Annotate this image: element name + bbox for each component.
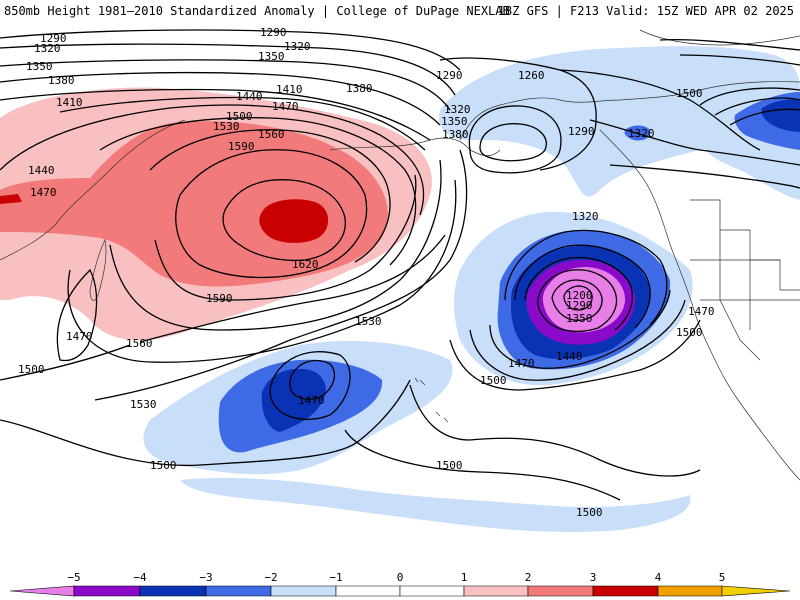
contour-label: 1290 — [436, 69, 463, 82]
legend-swatch — [399, 585, 465, 597]
contour-label: 1470 — [688, 305, 715, 318]
contour-label: 1500 — [676, 87, 703, 100]
legend-tick: 1 — [461, 571, 468, 584]
anomaly-map: 1290 1320 1350 1380 1410 1440 1470 1290 … — [0, 22, 800, 570]
legend-tick: 3 — [590, 571, 597, 584]
model-run-label: 18Z GFS | F213 Valid: 15Z WED APR 02 202… — [497, 4, 794, 18]
contour-label: 1500 — [436, 459, 463, 472]
contour-label: 1320 — [444, 103, 471, 116]
contour-label: 1290 — [260, 26, 287, 39]
legend-swatch — [205, 585, 272, 597]
contour-label: 1470 — [298, 394, 325, 407]
map-title: 850mb Height 1981–2010 Standardized Anom… — [4, 4, 510, 18]
contour-label: 1440 — [28, 164, 55, 177]
contour-label: 1320 — [284, 40, 311, 53]
contour-label: 1500 — [676, 326, 703, 339]
contour-label: 1500 — [150, 459, 177, 472]
contour-label: 1350 — [566, 312, 593, 325]
contour-label: 1470 — [508, 357, 535, 370]
contour-label: 1290 — [568, 125, 595, 138]
contour-label: 1380 — [442, 128, 469, 141]
contour-label: 1530 — [355, 315, 382, 328]
contour-label: 1260 — [518, 69, 545, 82]
contour-label: 1500 — [226, 110, 253, 123]
contour-label: 1500 — [18, 363, 45, 376]
contour-label: 1500 — [480, 374, 507, 387]
contour-label: 1560 — [126, 337, 153, 350]
header: 850mb Height 1981–2010 Standardized Anom… — [0, 0, 800, 22]
contour-label: 1320 — [34, 42, 61, 55]
contour-label: 1350 — [26, 60, 53, 73]
contour-labels: 1290 1320 1350 1380 1410 1440 1470 1290 … — [18, 26, 715, 519]
contour-label: 1290 — [566, 299, 593, 312]
legend-tick: 5 — [719, 571, 726, 584]
legend-tick: −1 — [329, 571, 342, 584]
legend-tick-labels: −5 −4 −3 −2 −1 0 1 2 3 4 5 — [67, 571, 725, 584]
legend-swatch — [73, 585, 141, 597]
contour-label: 1410 — [276, 83, 303, 96]
contour-label: 1380 — [346, 82, 373, 95]
contour-label: 1440 — [556, 350, 583, 363]
legend-tick: −5 — [67, 571, 80, 584]
contour-label: 1320 — [628, 127, 655, 140]
contour-label: 1350 — [441, 115, 468, 128]
contour-label: 1320 — [572, 210, 599, 223]
contour-label: 1440 — [236, 90, 263, 103]
contour-label: 1350 — [258, 50, 285, 63]
contour-label: 1470 — [66, 330, 93, 343]
contour-label: 1560 — [258, 128, 285, 141]
height-contours — [0, 29, 800, 501]
legend-swatch — [463, 585, 529, 597]
legend-swatch — [527, 585, 594, 597]
legend-tick: 0 — [397, 571, 404, 584]
legend-tick: −4 — [133, 571, 147, 584]
contour-label: 1620 — [292, 258, 319, 271]
contour-label: 1470 — [272, 100, 299, 113]
contour-label: 1500 — [576, 506, 603, 519]
legend-tick: 4 — [655, 571, 662, 584]
legend-tick: 2 — [525, 571, 532, 584]
legend-color-bar — [9, 585, 791, 597]
legend-tick: −2 — [264, 571, 277, 584]
contour-label: 1410 — [56, 96, 83, 109]
legend-swatch — [657, 585, 723, 597]
contour-label: 1470 — [30, 186, 57, 199]
legend-swatch — [9, 585, 75, 597]
legend-swatch — [139, 585, 207, 597]
contour-label: 1590 — [228, 140, 255, 153]
contour-label: 1290 — [40, 32, 67, 45]
contour-label: 1590 — [206, 292, 233, 305]
color-scale-legend: −5 −4 −3 −2 −1 0 1 2 3 4 5 — [9, 571, 791, 597]
contour-label: 1200 — [566, 289, 593, 302]
contour-label: 1380 — [48, 74, 75, 87]
legend-swatch — [592, 585, 659, 597]
legend-swatch — [335, 585, 401, 597]
contour-label: 1530 — [213, 120, 240, 133]
contour-label: 1530 — [130, 398, 157, 411]
legend-swatch — [270, 585, 337, 597]
legend-swatch — [721, 585, 791, 597]
legend-tick: −3 — [199, 571, 212, 584]
coastlines — [0, 29, 800, 481]
